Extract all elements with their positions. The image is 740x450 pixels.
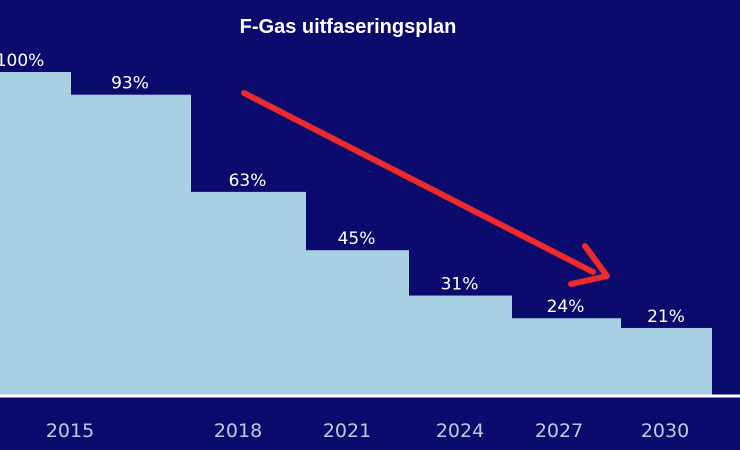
value-label-4: 45%: [338, 229, 376, 249]
value-label-2: 93%: [111, 74, 149, 94]
bar-step-6: [511, 318, 621, 396]
value-label-7: 21%: [647, 307, 685, 327]
x-tick-label-2018: 2018: [214, 420, 262, 442]
x-tick-label-2024: 2024: [436, 420, 484, 442]
value-label-6: 24%: [547, 297, 585, 317]
bar-step-1: [0, 72, 71, 396]
trend-arrow-head: [568, 243, 610, 287]
trend-arrow-shaft: [241, 90, 596, 275]
bar-step-7: [620, 327, 712, 396]
value-label-1: 100%: [0, 51, 44, 71]
value-label-group: 100% 93% 63% 45% 31% 24% 21%: [0, 51, 685, 327]
x-tick-label-2030: 2030: [641, 420, 689, 442]
bar-step-2: [70, 94, 191, 397]
trend-arrow-icon: [241, 90, 610, 287]
value-label-3: 63%: [229, 171, 267, 191]
bar-step-4: [305, 250, 409, 396]
chart-title: F-Gas uitfaseringsplan: [240, 16, 457, 38]
x-tick-label-2021: 2021: [323, 420, 371, 442]
bar-step-5: [408, 295, 512, 396]
x-tick-label-group: 2015 2018 2021 2024 2027 2030: [46, 420, 689, 442]
bar-group: [0, 72, 712, 397]
bar-step-3: [190, 191, 306, 396]
value-label-5: 31%: [441, 275, 479, 295]
x-tick-label-2027: 2027: [535, 420, 583, 442]
x-tick-label-2015: 2015: [46, 420, 94, 442]
